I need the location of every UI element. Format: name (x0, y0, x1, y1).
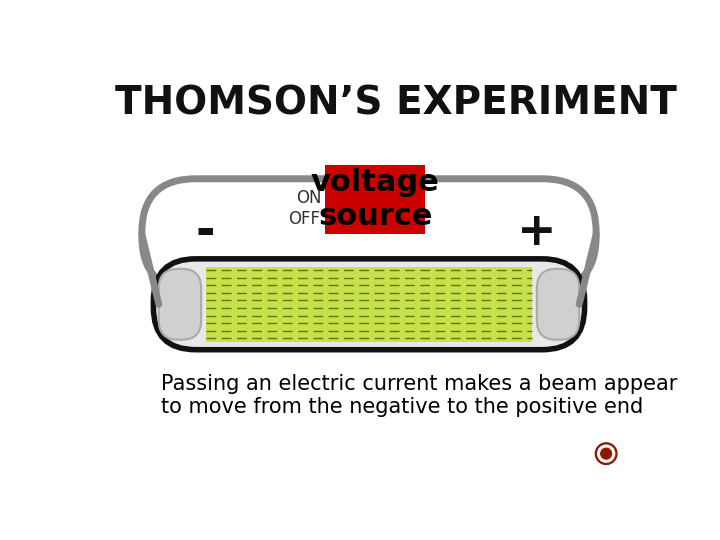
Circle shape (598, 445, 615, 462)
Text: OFF: OFF (288, 210, 320, 228)
Text: THOMSON’S EXPERIMENT: THOMSON’S EXPERIMENT (115, 84, 677, 122)
FancyBboxPatch shape (142, 179, 596, 291)
Text: Passing an electric current makes a beam appear: Passing an electric current makes a beam… (161, 374, 678, 394)
FancyBboxPatch shape (153, 259, 585, 350)
FancyBboxPatch shape (159, 269, 201, 340)
Text: -: - (196, 210, 215, 255)
Text: +: + (517, 210, 557, 255)
Text: ON: ON (296, 189, 321, 207)
Circle shape (595, 443, 617, 464)
Text: voltage
source: voltage source (311, 168, 439, 231)
Text: to move from the negative to the positive end: to move from the negative to the positiv… (161, 397, 644, 417)
Bar (325, 165, 426, 234)
FancyBboxPatch shape (537, 269, 579, 340)
Circle shape (600, 448, 611, 459)
Bar (206, 267, 532, 342)
